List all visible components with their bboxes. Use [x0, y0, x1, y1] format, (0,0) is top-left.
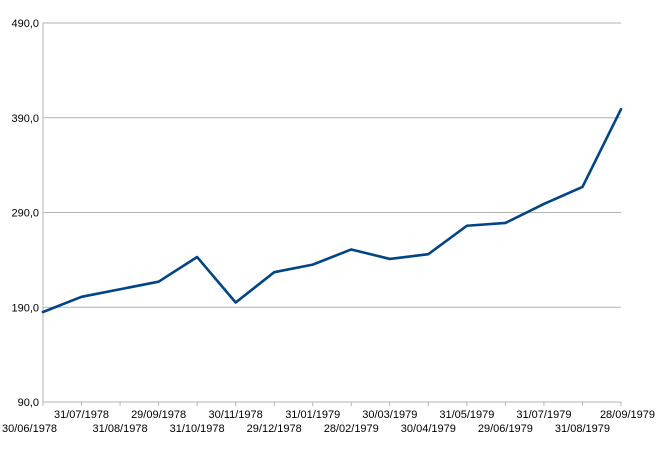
series-line-0	[41, 107, 623, 314]
y-tick-label-1: 190,0	[11, 302, 39, 314]
x-tick-label-4: 31/10/1978	[170, 423, 225, 435]
x-tick-label-3: 29/09/1978	[131, 409, 186, 421]
gridlines	[43, 22, 621, 403]
x-tick-label-5: 30/11/1978	[209, 409, 263, 421]
y-axis-tick-labels: 90,0 190,0 290,0 390,0 490,0	[11, 18, 39, 409]
y-tick-label-0: 90,0	[18, 397, 39, 409]
x-axis-tick-labels: 30/06/1978 31/07/1978 31/08/1978 29/09/1978…	[2, 409, 655, 435]
x-tick-label-13: 31/07/1979	[516, 409, 571, 421]
y-tick-label-4: 490,0	[11, 18, 39, 30]
x-tick-label-11: 31/05/1979	[439, 409, 494, 421]
x-tick-label-10: 30/04/1979	[401, 423, 456, 435]
x-tick-label-6: 29/12/1978	[247, 423, 302, 435]
y-tick-label-3: 390,0	[11, 113, 39, 125]
x-tick-label-8: 28/02/1979	[324, 423, 379, 435]
y-tick-label-2: 290,0	[11, 208, 39, 220]
x-tick-label-1: 31/07/1978	[54, 409, 109, 421]
series-group	[41, 107, 623, 314]
x-tick-label-2: 31/08/1978	[93, 423, 148, 435]
x-tick-label-9: 30/03/1979	[362, 409, 417, 421]
x-tick-label-0: 30/06/1978	[2, 423, 57, 435]
x-tick-label-12: 29/06/1979	[478, 423, 533, 435]
x-tick-label-14: 31/08/1979	[555, 423, 610, 435]
x-tick-label-7: 31/01/1979	[285, 409, 340, 421]
x-axis	[42, 23, 622, 406]
x-tick-label-15: 28/09/1979	[600, 409, 655, 421]
